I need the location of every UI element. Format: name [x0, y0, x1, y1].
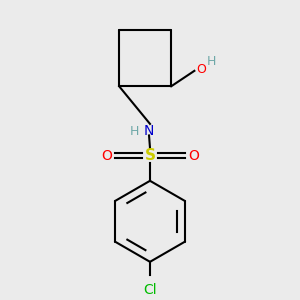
Text: N: N	[144, 124, 154, 138]
Text: O: O	[196, 63, 206, 76]
Text: O: O	[101, 149, 112, 163]
Text: H: H	[207, 55, 216, 68]
Text: S: S	[145, 148, 155, 163]
Text: H: H	[130, 125, 139, 138]
Text: O: O	[188, 149, 199, 163]
Text: Cl: Cl	[143, 283, 157, 297]
